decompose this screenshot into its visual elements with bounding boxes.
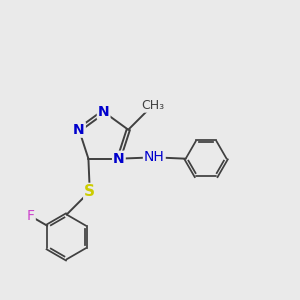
Text: S: S: [84, 184, 95, 199]
Text: N: N: [113, 152, 125, 166]
Text: NH: NH: [144, 150, 165, 164]
Text: N: N: [98, 105, 109, 119]
Text: F: F: [27, 209, 35, 223]
Text: CH₃: CH₃: [141, 99, 164, 112]
Text: N: N: [73, 123, 85, 137]
